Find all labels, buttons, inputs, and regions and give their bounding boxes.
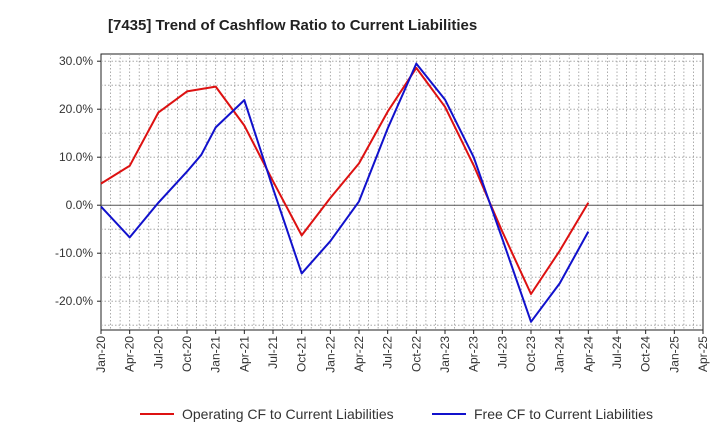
x-tick-label: Oct-23: [524, 336, 538, 372]
legend-label-operating-cf: Operating CF to Current Liabilities: [182, 406, 394, 422]
x-tick-label: Jan-20: [94, 336, 108, 373]
y-tick-label: 0.0%: [66, 198, 94, 212]
y-tick-label: -20.0%: [55, 294, 93, 308]
y-tick-label: 20.0%: [59, 102, 93, 116]
y-tick-label: -10.0%: [55, 246, 93, 260]
x-tick-label: Apr-24: [581, 336, 595, 372]
x-tick-label: Oct-21: [295, 336, 309, 372]
operating-cf-line: [100, 66, 590, 295]
chart-title: [7435] Trend of Cashflow Ratio to Curren…: [108, 17, 477, 34]
x-tick-label: Jul-22: [381, 336, 395, 369]
x-tick-label: Jan-24: [553, 336, 567, 373]
x-tick-label: Apr-20: [123, 336, 137, 372]
x-tick-label: Apr-22: [352, 336, 366, 372]
x-tick-label: Jan-25: [667, 336, 681, 373]
y-tick-label: 30.0%: [59, 54, 93, 68]
x-tick-label: Jul-23: [495, 336, 509, 369]
x-tick-label: Apr-23: [467, 336, 481, 372]
x-tick-label: Oct-22: [409, 336, 423, 372]
x-tick-label: Jan-21: [209, 336, 223, 373]
series-lines: [100, 62, 590, 323]
x-tick-label: Jul-20: [151, 336, 165, 369]
x-tick-label: Oct-20: [180, 336, 194, 372]
plot-area: [100, 53, 704, 331]
legend: Operating CF to Current Liabilities Free…: [140, 406, 653, 422]
x-tick-label: Jul-24: [610, 336, 624, 369]
x-tick-label: Oct-24: [639, 336, 653, 372]
x-tick-label: Jan-22: [323, 336, 337, 373]
x-tick-label: Jan-23: [438, 336, 452, 373]
y-tick-label: 10.0%: [59, 150, 93, 164]
x-tick-label: Apr-25: [696, 336, 710, 372]
y-axis-ticks: 30.0% 20.0% 10.0% 0.0% -10.0% -20.0%: [55, 54, 101, 308]
x-axis-ticks: Jan-20 Apr-20 Jul-20 Oct-20 Jan-21 Apr-21 Jul-…: [94, 330, 710, 373]
x-tick-label: Jul-21: [266, 336, 280, 369]
legend-label-free-cf: Free CF to Current Liabilities: [474, 406, 653, 422]
x-tick-label: Apr-21: [237, 336, 251, 372]
free-cf-line: [100, 62, 590, 323]
